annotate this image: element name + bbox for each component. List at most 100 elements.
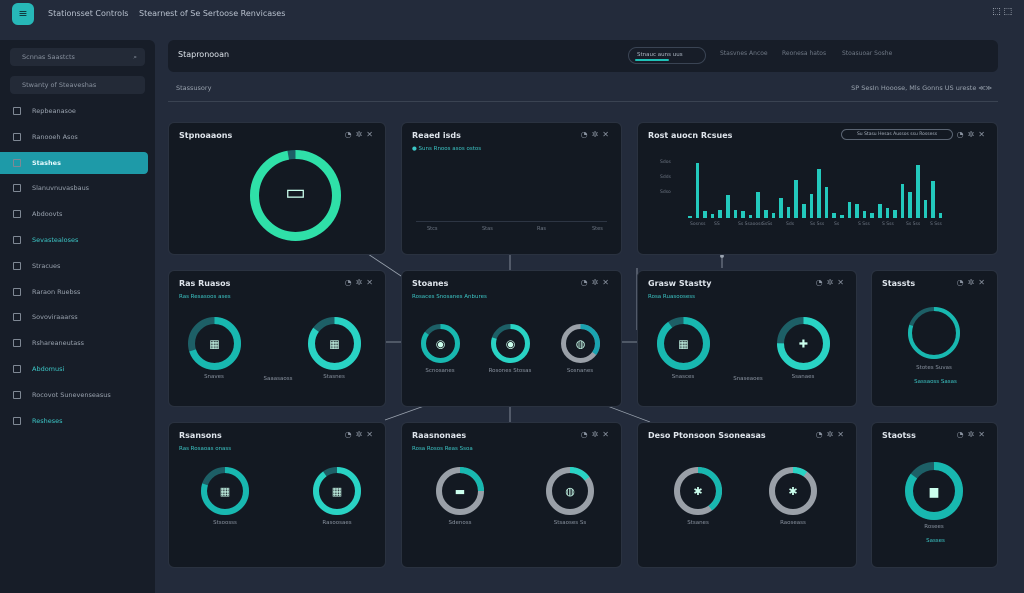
donut-label: Snaves <box>204 374 224 380</box>
bar[interactable] <box>938 212 943 218</box>
sidebar-filter[interactable]: Stwanty of Steaveshas <box>10 76 145 94</box>
donut-chart[interactable]: ◉ <box>419 322 462 365</box>
nav-icon <box>13 158 21 167</box>
donut-chart[interactable]: ◉ <box>489 322 532 365</box>
bar[interactable] <box>756 191 760 218</box>
sidebar-item[interactable]: Resheses <box>0 410 148 432</box>
sidebar-item-label: Abdomusi <box>32 365 65 373</box>
tab-2[interactable]: Reonesa hatos <box>782 50 827 57</box>
donut-fill <box>187 316 241 370</box>
donut-chart[interactable]: ▦ <box>306 315 363 372</box>
app-logo[interactable]: ≡ <box>12 3 34 25</box>
card-actions-icon[interactable]: ◔✲✕ <box>956 278 989 287</box>
bar[interactable] <box>870 212 874 218</box>
bar[interactable] <box>733 210 738 218</box>
sidebar-item[interactable]: Abdoovts <box>0 203 148 225</box>
bar[interactable] <box>878 203 882 218</box>
x-tick: Sosnss <box>690 222 706 227</box>
donut-center-icon: ◍ <box>565 485 575 498</box>
search-icon[interactable]: ⌕ <box>133 53 137 61</box>
donut-chart[interactable]: ◍ <box>544 465 596 517</box>
card-actions-icon[interactable]: ◔✲✕ <box>580 430 613 439</box>
donut-chart[interactable]: ▦ <box>311 465 363 517</box>
bar[interactable] <box>916 165 920 218</box>
bar[interactable] <box>771 212 776 218</box>
bar[interactable] <box>908 191 912 218</box>
sidebar-item[interactable]: Stracues <box>0 255 148 277</box>
donut-chart[interactable]: ✚ <box>775 315 832 372</box>
bar[interactable] <box>923 200 928 218</box>
bar[interactable] <box>824 187 829 218</box>
card-actions-icon[interactable]: ◔✲✕ <box>580 278 613 287</box>
donut-chart[interactable]: ▆ <box>903 460 965 522</box>
header-search-input[interactable]: Stnauc auns uus <box>628 47 706 64</box>
tab-1[interactable]: Stasvnes Ancoe <box>720 50 768 57</box>
bar[interactable] <box>885 208 890 218</box>
bar[interactable] <box>710 213 715 218</box>
window-controls-icon[interactable]: ⬚ ⬚ <box>992 7 1012 17</box>
bar[interactable] <box>726 194 730 218</box>
bar[interactable] <box>786 207 791 218</box>
sidebar-item[interactable]: Rocovot Sunevenseasus <box>0 384 148 406</box>
bar[interactable] <box>809 193 814 218</box>
bar[interactable] <box>802 203 806 218</box>
donut-fill <box>490 323 530 363</box>
bar[interactable] <box>855 203 859 218</box>
sidebar-search[interactable]: Scnnas Saastcts ⌕ <box>10 48 145 66</box>
card-a: Stpnoaaons ◔✲✕ ▭ <box>168 122 386 255</box>
bar[interactable] <box>832 212 836 218</box>
donut-chart[interactable]: ▦ <box>655 315 712 372</box>
donut-label: Raoseass <box>780 520 806 526</box>
card-actions-icon[interactable]: ◔✲✕ <box>956 130 989 139</box>
donut-chart[interactable]: ◍ <box>559 322 602 365</box>
donut-chart[interactable]: ▬ <box>434 465 486 517</box>
x-tick: Ss <box>834 222 840 227</box>
sidebar-item[interactable]: Rshareaneutass <box>0 332 148 354</box>
sidebar-item[interactable]: Repbeanasoe <box>0 100 148 122</box>
donut-center-icon: ▬ <box>455 485 465 498</box>
tab-3[interactable]: Stoasuoar Soshe <box>842 50 893 57</box>
card-actions-icon[interactable]: ◔✲✕ <box>815 430 848 439</box>
search-input[interactable]: Scnnas Saastcts <box>22 53 75 61</box>
card-actions-icon[interactable]: ◔✲✕ <box>344 130 377 139</box>
sidebar-item[interactable]: Ranooeh Asos <box>0 126 148 148</box>
bar[interactable] <box>695 163 700 218</box>
chart-filter-pill[interactable]: Su Stasu Hesas Aussos ssu Rossess <box>841 129 953 140</box>
filter-summary[interactable]: SP SesIn Hooose, Mls Gonns US ureste ≪≫ <box>851 84 992 92</box>
bar[interactable] <box>847 201 852 218</box>
bar[interactable] <box>840 214 844 218</box>
donut-fill <box>905 462 963 520</box>
donut-chart[interactable]: ▦ <box>186 315 243 372</box>
bar[interactable] <box>862 211 867 218</box>
card-actions-icon[interactable]: ◔✲✕ <box>344 278 377 287</box>
donut-chart[interactable] <box>906 305 962 361</box>
bar[interactable] <box>748 214 753 218</box>
bar[interactable] <box>900 183 905 218</box>
bar[interactable] <box>893 210 897 218</box>
bar[interactable] <box>817 168 821 218</box>
card-actions-icon[interactable]: ◔✲✕ <box>815 278 848 287</box>
card-actions-icon[interactable]: ◔✲✕ <box>344 430 377 439</box>
donut-chart[interactable]: ✱ <box>672 465 724 517</box>
bar[interactable] <box>779 198 783 218</box>
sidebar-item[interactable]: Raraon Ruebss <box>0 281 148 303</box>
bar[interactable] <box>741 211 745 218</box>
sidebar-item[interactable]: Sevastealoses <box>0 229 148 251</box>
bar[interactable] <box>688 215 692 218</box>
donut-chart[interactable]: ✱ <box>767 465 819 517</box>
card-actions-icon[interactable]: ◔✲✕ <box>956 430 989 439</box>
donut-label: Sdenoss <box>448 520 472 526</box>
sidebar-item[interactable]: Stashes <box>0 151 148 174</box>
bar[interactable] <box>794 179 798 218</box>
bar[interactable] <box>718 210 722 218</box>
sidebar-item[interactable]: Abdomusi <box>0 358 148 380</box>
bar[interactable] <box>703 211 707 218</box>
sidebar-item-label: Stracues <box>32 261 61 270</box>
sidebar-item[interactable]: Sovoviraaarss <box>0 306 148 328</box>
card-actions-icon[interactable]: ◔✲✕ <box>580 130 613 139</box>
bar[interactable] <box>764 210 768 218</box>
donut-chart[interactable]: ▦ <box>199 465 251 517</box>
bar[interactable] <box>931 180 935 218</box>
sidebar-item[interactable]: Slanuvnuvasbaus <box>0 177 148 199</box>
donut-chart[interactable]: ▭ <box>248 148 343 243</box>
